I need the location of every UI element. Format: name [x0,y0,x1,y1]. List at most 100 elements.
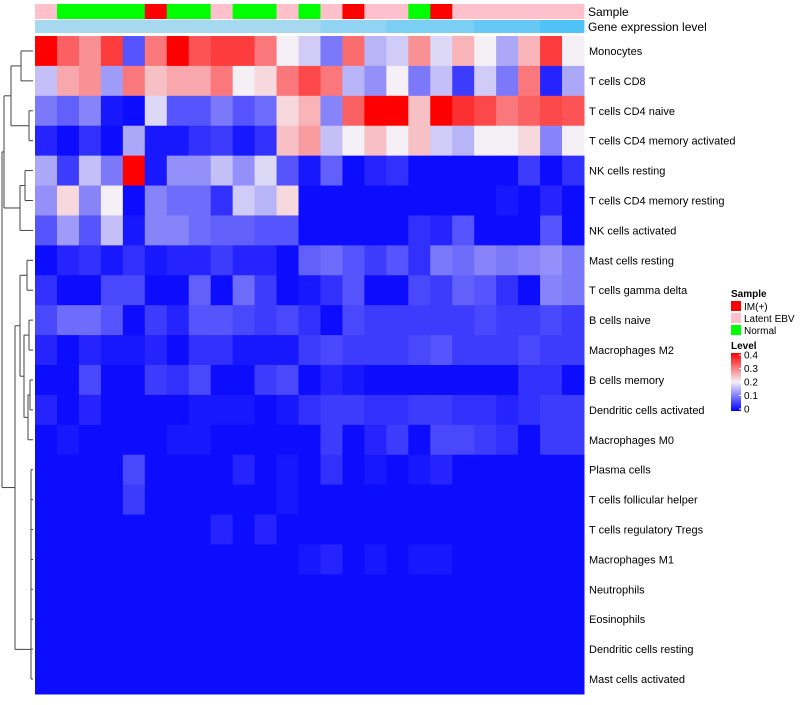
heatmap-cell [78,215,102,246]
heatmap-cell [210,155,234,187]
row-label: T cells CD4 memory activated [589,136,736,148]
heatmap-cell [232,424,256,456]
expression-annotation-cell [298,20,321,33]
heatmap-cell [364,335,387,366]
heatmap-cell [408,185,431,216]
heatmap-cell [298,185,321,216]
heatmap-cell [452,604,475,635]
heatmap-cell [518,215,541,246]
expression-annotation-cell [320,20,343,33]
heatmap-cell [320,634,343,665]
heatmap-cell [320,394,343,426]
heatmap-cell [540,125,563,157]
heatmap-cell [254,604,278,635]
heatmap-cell [298,634,321,665]
heatmap-cell [56,634,80,665]
heatmap-cell [452,36,475,67]
heatmap-cell [452,95,475,127]
heatmap-cell [408,484,431,516]
heatmap-cell [408,604,431,635]
heatmap-cell [562,36,585,67]
heatmap-cell [144,335,168,366]
heatmap-cell [232,574,256,605]
sample-annotation-cell [386,4,409,19]
heatmap-cell [540,544,563,575]
heatmap-cell [562,454,585,486]
heatmap-cell [386,514,409,545]
heatmap-cell [518,65,541,97]
heatmap-cell [408,155,431,187]
heatmap-cell [254,245,278,276]
heatmap-cell [35,514,58,545]
heatmap-cell [210,335,234,366]
heatmap-cell [144,514,168,545]
heatmap-cell [562,275,585,306]
heatmap-cell [408,424,431,456]
heatmap-cell [232,305,256,336]
heatmap-cell [452,365,475,396]
heatmap-cell [188,394,212,426]
heatmap-cell [386,275,409,306]
heatmap-cell [298,245,321,276]
heatmap-cell [408,65,431,97]
heatmap-cell [144,424,168,456]
heatmap-cell [122,125,146,157]
heatmap-cell [78,155,102,187]
heatmap-cell [276,65,300,97]
heatmap-cell [474,185,497,216]
heatmap-cell [386,65,409,97]
heatmap-cell [78,574,102,605]
heatmap-cell [298,514,321,545]
heatmap-cell [122,484,146,516]
heatmap-cell [320,454,343,486]
expression-annotation-cell [144,20,168,33]
heatmap-cell [276,185,300,216]
heatmap-cell [386,155,409,187]
heatmap-cell [254,36,278,67]
heatmap-cell [144,394,168,426]
heatmap-cell [474,365,497,396]
sample-annotation-cell [452,4,475,19]
heatmap-cell [232,155,256,187]
heatmap-cell [188,305,212,336]
sample-annotation-cell [408,4,431,19]
heatmap-cell [320,275,343,306]
heatmap-cell [122,215,146,246]
heatmap-cell [496,634,519,665]
legend-swatch [731,301,741,311]
sample-annotation-cell [188,4,212,19]
heatmap-cell [540,514,563,545]
heatmap-cell [122,514,146,545]
heatmap-cell [166,424,190,456]
colorbar-tick-label: 0.2 [744,378,758,389]
heatmap-cell [276,36,300,67]
heatmap-cell [232,514,256,545]
heatmap-cell [56,95,80,127]
heatmap-cell [122,604,146,635]
heatmap-cell [342,574,365,605]
row-label: Dendritic cells resting [589,644,694,656]
row-label: T cells CD4 memory resting [589,196,725,208]
heatmap-cell [166,65,190,97]
heatmap-cell [78,365,102,396]
heatmap-cell [540,305,563,336]
heatmap-cell [474,275,497,306]
heatmap-cell [496,36,519,67]
heatmap-cell [210,305,234,336]
heatmap-cell [452,305,475,336]
heatmap-cell [386,245,409,276]
heatmap-cell [276,305,300,336]
heatmap-cell [518,634,541,665]
heatmap-cell [562,604,585,635]
heatmap-cell [496,95,519,127]
heatmap-cells [35,36,585,695]
heatmap-cell [474,424,497,456]
row-label: T cells CD8 [589,76,646,88]
heatmap-cell [386,394,409,426]
heatmap-cell [232,634,256,665]
heatmap-cell [386,424,409,456]
heatmap-cell [100,125,124,157]
sample-annotation-cell [232,4,255,19]
heatmap-cell [56,36,80,67]
